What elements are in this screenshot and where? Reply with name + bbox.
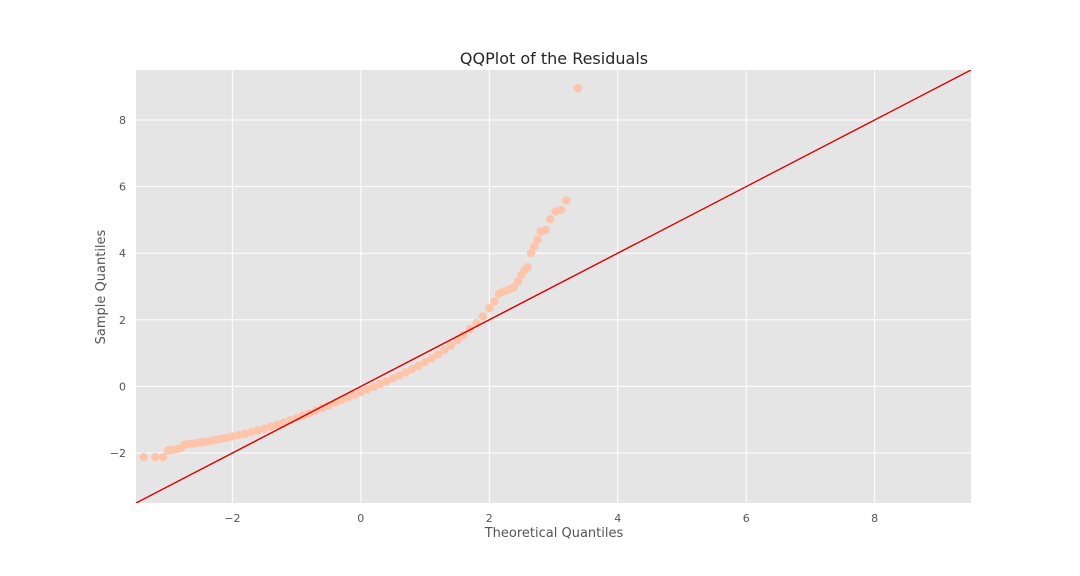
data-point	[446, 341, 455, 350]
data-point	[228, 432, 237, 441]
data-point	[158, 452, 168, 462]
data-point	[420, 357, 430, 367]
data-point	[266, 422, 276, 431]
data-point	[234, 430, 243, 440]
data-points	[139, 84, 583, 462]
y-tick-label: −2	[110, 447, 126, 460]
data-point	[433, 350, 443, 359]
data-point	[139, 452, 148, 462]
data-point	[541, 225, 550, 235]
data-point	[151, 452, 160, 462]
data-point	[382, 377, 391, 386]
data-point	[459, 330, 468, 340]
data-point	[401, 368, 410, 377]
x-tick-label: 6	[743, 512, 750, 525]
grid-lines	[136, 70, 971, 503]
x-tick-label: 0	[357, 512, 364, 525]
data-point	[485, 303, 494, 313]
data-point	[562, 196, 571, 205]
y-tick-label: 8	[119, 114, 126, 127]
data-point	[414, 361, 423, 370]
x-axis-label: Theoretical Quantiles	[484, 526, 624, 541]
data-point	[440, 345, 449, 355]
data-point	[509, 282, 518, 292]
x-tick-label: 8	[871, 512, 878, 525]
data-point	[407, 364, 417, 374]
data-point	[247, 427, 256, 437]
data-point	[513, 277, 523, 286]
data-point	[260, 424, 269, 433]
data-point	[557, 205, 566, 215]
tick-labels: −2 0 2 4 6 8 −2 0 2 4 6 8	[110, 114, 878, 525]
x-tick-label: 2	[486, 512, 493, 525]
data-point	[375, 379, 385, 389]
y-tick-label: 6	[119, 181, 126, 194]
data-point	[395, 371, 404, 380]
data-point	[363, 385, 372, 394]
x-tick-label: −2	[224, 512, 240, 525]
data-point	[573, 84, 583, 93]
data-point	[240, 429, 250, 438]
data-point	[530, 242, 539, 251]
data-point	[388, 374, 398, 383]
data-point	[546, 215, 555, 224]
data-point	[324, 401, 333, 410]
data-point	[369, 382, 378, 391]
y-tick-label: 4	[119, 247, 126, 260]
y-tick-label: 2	[119, 314, 126, 327]
x-tick-label: 4	[614, 512, 621, 525]
data-point	[533, 235, 542, 245]
y-tick-label: 0	[119, 380, 126, 393]
data-point	[523, 262, 533, 272]
data-point	[452, 336, 462, 345]
data-point	[350, 390, 359, 399]
data-point	[427, 354, 436, 363]
data-point	[478, 312, 488, 321]
data-point	[253, 426, 263, 435]
data-point	[526, 248, 536, 258]
data-point	[273, 420, 282, 429]
data-point	[343, 393, 353, 402]
y-axis-label: Sample Quantiles	[94, 229, 109, 344]
chart-title: QQPlot of the Residuals	[460, 49, 648, 68]
data-point	[356, 387, 366, 397]
reference-line	[136, 70, 971, 503]
data-point	[490, 297, 499, 306]
